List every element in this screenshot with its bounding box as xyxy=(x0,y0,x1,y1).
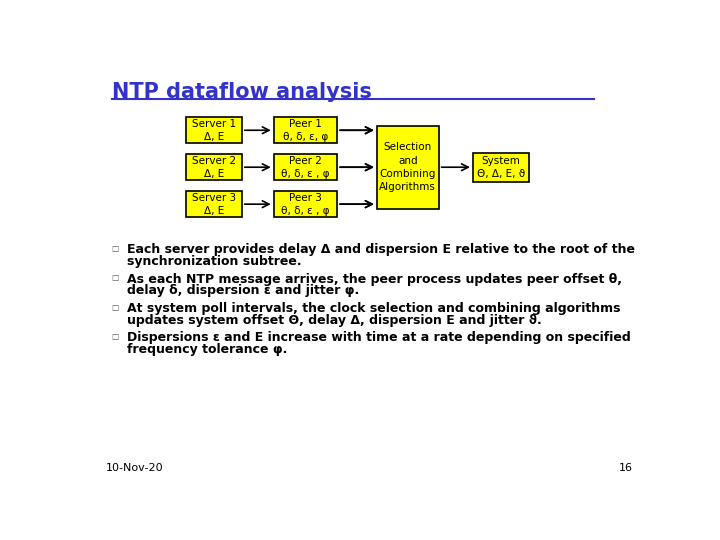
Bar xyxy=(274,117,337,143)
Bar xyxy=(274,154,337,180)
Text: Peer 1
θ, δ, ε, φ: Peer 1 θ, δ, ε, φ xyxy=(283,119,328,142)
Bar xyxy=(377,126,438,209)
Bar xyxy=(186,154,242,180)
Text: Each server provides delay Δ and dispersion E relative to the root of the: Each server provides delay Δ and dispers… xyxy=(127,244,635,256)
Text: □: □ xyxy=(111,273,118,282)
Bar xyxy=(473,153,528,182)
Text: Server 1
Δ, E: Server 1 Δ, E xyxy=(192,119,236,142)
Text: □: □ xyxy=(111,303,118,312)
Text: Peer 2
θ, δ, ε , φ: Peer 2 θ, δ, ε , φ xyxy=(282,156,330,179)
Text: □: □ xyxy=(111,332,118,341)
Text: 10-Nov-20: 10-Nov-20 xyxy=(106,463,163,473)
Text: At system poll intervals, the clock selection and combining algorithms: At system poll intervals, the clock sele… xyxy=(127,302,621,315)
Text: NTP dataflow analysis: NTP dataflow analysis xyxy=(112,82,372,102)
Text: Selection
and
Combining
Algorithms: Selection and Combining Algorithms xyxy=(379,143,436,192)
Text: synchronization subtree.: synchronization subtree. xyxy=(127,255,302,268)
Text: delay δ, dispersion ε and jitter φ.: delay δ, dispersion ε and jitter φ. xyxy=(127,284,359,297)
Text: □: □ xyxy=(111,244,118,253)
Text: updates system offset Θ, delay Δ, dispersion E and jitter ϑ.: updates system offset Θ, delay Δ, disper… xyxy=(127,314,542,327)
Text: frequency tolerance φ.: frequency tolerance φ. xyxy=(127,343,287,356)
Text: Server 2
Δ, E: Server 2 Δ, E xyxy=(192,156,236,179)
Bar xyxy=(274,191,337,217)
Text: Dispersions ε and E increase with time at a rate depending on specified: Dispersions ε and E increase with time a… xyxy=(127,331,631,344)
Text: 16: 16 xyxy=(618,463,632,473)
Bar xyxy=(186,191,242,217)
Text: Peer 3
θ, δ, ε , φ: Peer 3 θ, δ, ε , φ xyxy=(282,193,330,216)
Text: As each NTP message arrives, the peer process updates peer offset θ,: As each NTP message arrives, the peer pr… xyxy=(127,273,622,286)
Text: Server 3
Δ, E: Server 3 Δ, E xyxy=(192,193,236,216)
Text: System
Θ, Δ, E, ϑ: System Θ, Δ, E, ϑ xyxy=(477,156,525,179)
Bar xyxy=(186,117,242,143)
